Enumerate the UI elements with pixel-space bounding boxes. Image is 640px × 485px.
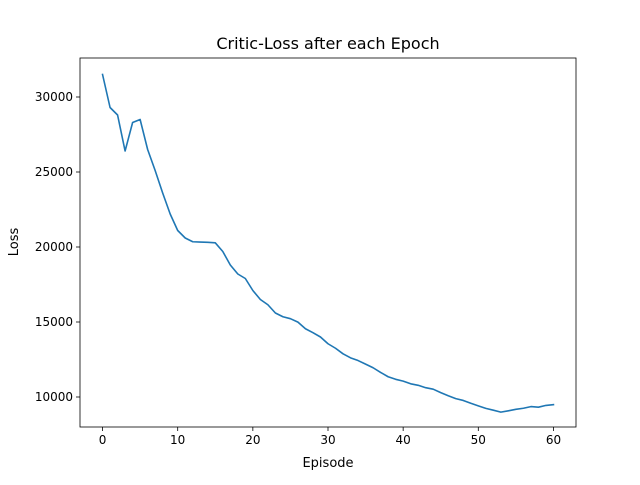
y-tick-label: 25000	[35, 165, 73, 179]
x-tick-label: 60	[546, 433, 561, 447]
x-tick-label: 0	[99, 433, 107, 447]
series-line	[101, 73, 555, 413]
x-tick-label: 50	[471, 433, 486, 447]
plot-frame	[79, 57, 577, 428]
y-axis-label: Loss	[7, 228, 22, 257]
x-tick-label: 20	[245, 433, 260, 447]
chart-title: Critic-Loss after each Epoch	[216, 34, 439, 53]
x-tick-label: 40	[396, 433, 411, 447]
y-tick-label: 20000	[35, 240, 73, 254]
x-tick-label: 30	[320, 433, 335, 447]
x-tick-label: 10	[170, 433, 185, 447]
axis-ticks: 0 10 20 30 40 50 60 10000 15000 20000 25000 30000	[35, 90, 561, 447]
y-tick-label: 30000	[35, 90, 73, 104]
y-tick-label: 15000	[35, 315, 73, 329]
x-axis-label: Episode	[302, 456, 353, 471]
y-tick-label: 10000	[35, 390, 73, 404]
